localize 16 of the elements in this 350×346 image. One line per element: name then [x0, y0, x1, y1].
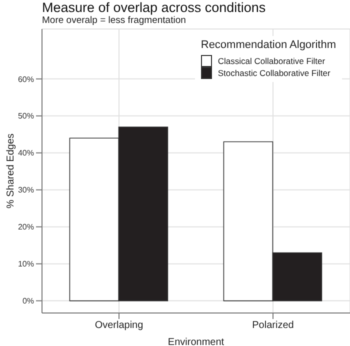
- x-tick-label: Overlaping: [94, 320, 144, 332]
- y-tick-label: 40%: [18, 148, 34, 158]
- chart-title: Measure of overlap across conditions: [42, 0, 266, 15]
- y-tick-label: 20%: [18, 222, 34, 232]
- y-tick-label: 0%: [22, 296, 34, 306]
- legend-label: Classical Collaborative Filter: [218, 56, 326, 66]
- y-tick-label: 30%: [18, 186, 34, 195]
- y-axis-title: % Shared Edges: [6, 133, 17, 209]
- x-tick-label: Polarized: [252, 320, 294, 332]
- x-axis-title: Environment: [168, 337, 224, 346]
- y-tick-label: 60%: [18, 74, 34, 84]
- y-tick-label: 10%: [18, 260, 34, 269]
- legend-title: Recommendation Algorithm: [200, 39, 336, 51]
- y-tick-label: 50%: [18, 112, 34, 121]
- chart-subtitle: More overalp = less fragmentation: [42, 15, 186, 26]
- legend-label: Stochastic Collaborative Filter: [218, 68, 330, 78]
